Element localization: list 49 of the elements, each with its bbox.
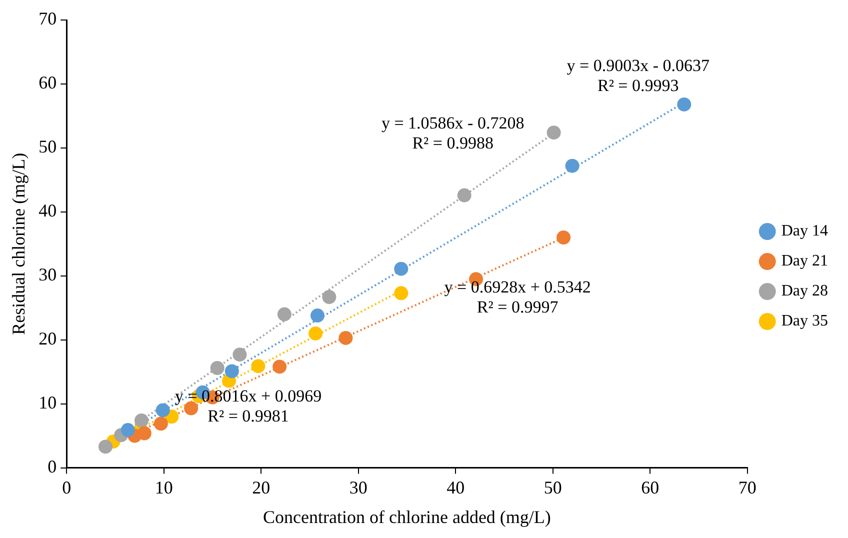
x-tick-label: 0 bbox=[62, 477, 72, 498]
y-tick-label: 50 bbox=[38, 136, 57, 157]
point bbox=[457, 188, 472, 202]
x-tick-label: 30 bbox=[349, 477, 368, 498]
point bbox=[137, 426, 152, 440]
annotation: y = 0.6928x + 0.5342 R² = 0.9997 bbox=[444, 278, 591, 317]
annotation: y = 0.9003x - 0.0637 R² = 0.9993 bbox=[566, 56, 710, 95]
legend-label: Day 21 bbox=[781, 252, 828, 270]
legend-label: Day 28 bbox=[781, 282, 828, 300]
point bbox=[310, 308, 325, 323]
point bbox=[98, 440, 112, 454]
x-tick-label: 60 bbox=[641, 477, 660, 498]
y-tick-label: 20 bbox=[38, 328, 57, 349]
x-tick-label: 50 bbox=[544, 477, 562, 498]
x-tick-label: 40 bbox=[446, 477, 465, 498]
legend-label: Day 35 bbox=[781, 312, 828, 330]
legend-label: Day 14 bbox=[781, 222, 828, 240]
point bbox=[394, 262, 408, 276]
point bbox=[272, 360, 287, 374]
x-tick-label: 10 bbox=[154, 477, 173, 498]
point bbox=[134, 413, 148, 428]
point bbox=[251, 359, 266, 374]
point bbox=[546, 126, 561, 140]
x-tick-label: 20 bbox=[252, 477, 270, 498]
point bbox=[120, 423, 135, 438]
annotation: y = 1.0586x - 0.7208 R² = 0.9988 bbox=[381, 113, 524, 152]
y-axis-title: Residual chlorine (mg/L) bbox=[8, 152, 29, 335]
x-axis-title: Concentration of chlorine added (mg/L) bbox=[263, 506, 551, 527]
point bbox=[565, 158, 580, 173]
point bbox=[394, 286, 408, 300]
point bbox=[210, 361, 224, 376]
point bbox=[184, 401, 198, 416]
y-tick-label: 40 bbox=[38, 200, 57, 221]
y-tick-label: 60 bbox=[38, 72, 57, 93]
y-tick-label: 30 bbox=[38, 264, 57, 285]
point bbox=[338, 330, 353, 345]
point bbox=[156, 403, 170, 418]
x-tick-label: 70 bbox=[738, 477, 756, 498]
y-tick-label: 10 bbox=[38, 392, 57, 413]
point bbox=[277, 307, 292, 322]
point bbox=[677, 97, 692, 112]
y-tick-label: 70 bbox=[38, 8, 57, 29]
point bbox=[154, 416, 168, 431]
y-tick-label: 0 bbox=[48, 456, 57, 477]
point bbox=[322, 290, 336, 304]
point bbox=[224, 364, 239, 378]
point bbox=[556, 230, 571, 245]
point bbox=[232, 348, 247, 362]
point bbox=[308, 326, 323, 340]
